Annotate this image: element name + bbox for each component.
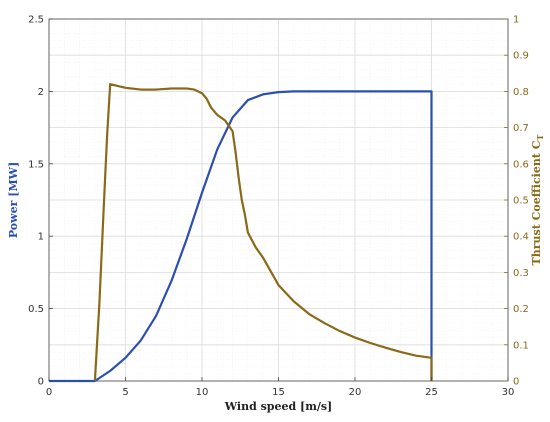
x-axis-ticks: 0 5 10 15 20 25 30 — [46, 377, 515, 398]
x-tick-label: 0 — [46, 387, 52, 398]
y-right-tick-label: 0.8 — [513, 87, 529, 98]
y-right-tick-label: 0.5 — [513, 196, 529, 207]
y-left-axis-ticks: 0 0.5 1 1.5 2 2.5 — [28, 15, 53, 388]
y-right-tick-label: 0.9 — [513, 51, 529, 62]
y-left-tick-label: 2.5 — [28, 15, 44, 26]
y-right-axis-title-subscript: T — [535, 135, 545, 141]
x-tick-label: 25 — [425, 387, 438, 398]
y-left-tick-label: 0.5 — [28, 304, 44, 315]
y-left-axis-title: Power [MW] — [7, 162, 20, 238]
y-right-tick-label: 1 — [513, 15, 519, 26]
y-right-axis-title-main: Thrust Coefficient C — [530, 140, 543, 265]
series-layer — [49, 83, 433, 383]
y-right-axis-ticks: 0 0.1 0.2 0.3 0.4 0.5 0.6 0.7 0.8 0.9 1 — [504, 15, 529, 388]
x-axis-title: Wind speed [m/s] — [224, 400, 333, 413]
y-left-tick-label: 1 — [38, 232, 44, 243]
power-series-line — [49, 90, 433, 383]
y-left-tick-label: 0 — [38, 377, 44, 388]
x-tick-label: 15 — [272, 387, 285, 398]
x-tick-label: 10 — [196, 387, 209, 398]
y-right-tick-label: 0 — [513, 377, 519, 388]
x-tick-label: 30 — [502, 387, 515, 398]
y-left-tick-label: 2 — [38, 87, 44, 98]
x-tick-label: 20 — [349, 387, 362, 398]
y-right-tick-label: 0.7 — [513, 123, 529, 134]
y-right-axis-title: Thrust Coefficient CT — [530, 135, 545, 266]
y-right-tick-label: 0.3 — [513, 268, 529, 279]
y-right-tick-label: 0.4 — [513, 232, 529, 243]
y-right-tick-label: 0.2 — [513, 304, 529, 315]
thrust-series-line — [93, 83, 433, 382]
x-tick-label: 5 — [122, 387, 128, 398]
y-right-tick-label: 0.6 — [513, 159, 529, 170]
y-right-tick-label: 0.1 — [513, 340, 529, 351]
y-left-tick-label: 1.5 — [28, 159, 44, 170]
